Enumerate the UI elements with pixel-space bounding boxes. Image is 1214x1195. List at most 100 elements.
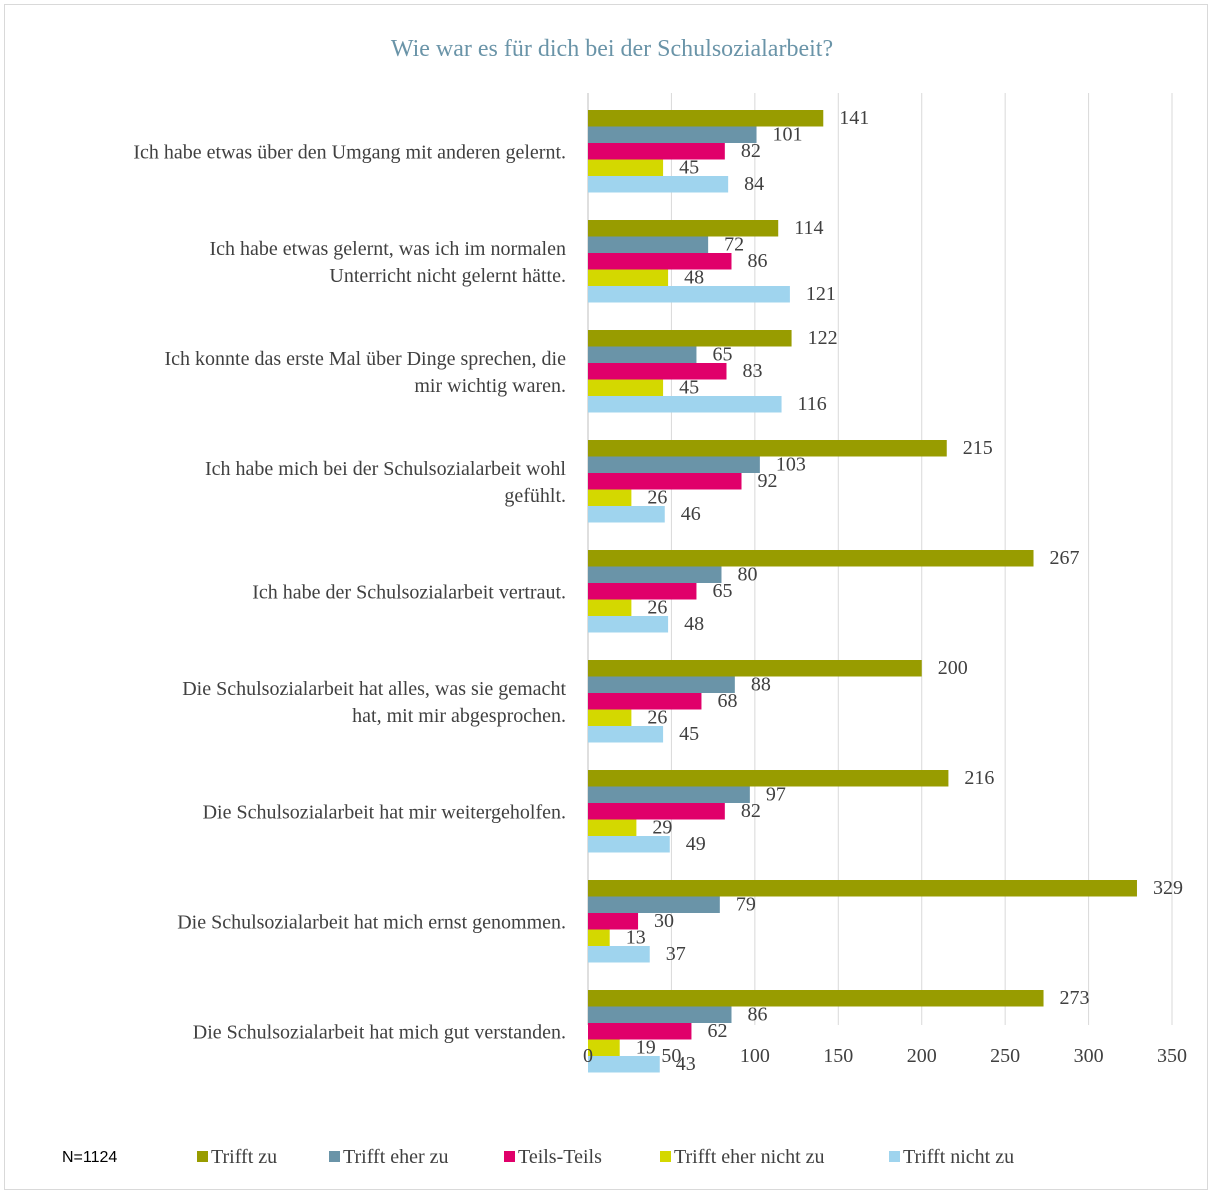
value-label: 82 <box>741 140 761 162</box>
bar <box>588 440 947 457</box>
legend-label: Trifft zu <box>211 1146 277 1168</box>
category-label-line: hat, mit mir abgesprochen. <box>352 705 566 727</box>
bar <box>588 929 610 946</box>
legend-label: Trifft eher nicht zu <box>674 1146 825 1168</box>
bar <box>588 159 664 176</box>
category-label-line: mir wichtig waren. <box>414 375 566 397</box>
category-label-line: Unterricht nicht gelernt hätte. <box>329 265 566 287</box>
value-label: 103 <box>776 454 806 476</box>
gridlines <box>587 93 1173 1025</box>
category-label-line: Ich konnte das erste Mal über Dinge spre… <box>164 348 566 370</box>
value-label: 84 <box>744 173 764 195</box>
legend-label: Trifft eher zu <box>343 1146 449 1168</box>
bar <box>588 566 722 583</box>
value-label: 46 <box>681 503 701 525</box>
value-label: 30 <box>654 910 674 932</box>
value-label: 65 <box>712 344 732 366</box>
bar <box>588 396 782 413</box>
bar <box>588 363 727 380</box>
bar <box>588 550 1034 567</box>
bar <box>588 346 697 363</box>
value-label: 114 <box>794 217 823 239</box>
value-label: 80 <box>737 564 757 586</box>
bar <box>588 880 1137 897</box>
bar <box>588 473 742 490</box>
value-label: 79 <box>736 894 756 916</box>
x-tick-label: 100 <box>740 1045 770 1067</box>
category-label: Die Schulsozialarbeit hat mich ernst gen… <box>177 911 566 933</box>
category-labels: Ich habe etwas über den Umgang mit ander… <box>133 141 566 1043</box>
bar <box>588 220 779 237</box>
bar <box>588 1039 620 1056</box>
bar <box>588 803 725 820</box>
bar <box>588 126 757 143</box>
value-label: 65 <box>712 580 732 602</box>
category-label-line: Die Schulsozialarbeit hat alles, was sie… <box>182 678 566 700</box>
category-label: Die Schulsozialarbeit hat alles, was sie… <box>182 678 566 727</box>
value-label: 82 <box>741 800 761 822</box>
x-tick-label: 200 <box>907 1045 937 1067</box>
x-tick-label: 50 <box>661 1045 681 1067</box>
bar <box>588 176 729 193</box>
value-label: 45 <box>679 377 699 399</box>
bar <box>588 506 665 523</box>
value-label: 97 <box>766 784 786 806</box>
bar <box>588 693 702 710</box>
category-label: Die Schulsozialarbeit hat mir weitergeho… <box>203 801 566 823</box>
bar <box>588 946 650 963</box>
value-label: 68 <box>717 690 737 712</box>
value-label: 116 <box>798 393 827 415</box>
value-label: 26 <box>647 597 667 619</box>
value-label: 83 <box>742 360 762 382</box>
category-label: Ich konnte das erste Mal über Dinge spre… <box>164 348 566 397</box>
bar <box>588 489 632 506</box>
value-label: 216 <box>964 767 994 789</box>
bar <box>588 269 669 286</box>
bar <box>588 143 725 160</box>
value-label: 13 <box>626 927 646 949</box>
category-label: Ich habe etwas gelernt, was ich im norma… <box>209 238 566 287</box>
sample-size-note: N=1124 <box>62 1149 117 1166</box>
category-label-line: Die Schulsozialarbeit hat mir weitergeho… <box>203 801 566 823</box>
value-label: 43 <box>676 1053 696 1075</box>
legend: Trifft zu Trifft eher zu Teils-Teils Trifft… <box>197 1146 1014 1168</box>
value-label: 48 <box>684 613 704 635</box>
bar <box>588 896 720 913</box>
bar <box>588 1023 692 1040</box>
value-label: 267 <box>1050 547 1080 569</box>
category-label: Ich habe der Schulsozialarbeit vertraut. <box>252 581 566 603</box>
value-label: 122 <box>808 327 838 349</box>
bar <box>588 819 637 836</box>
value-label: 48 <box>684 267 704 289</box>
bar <box>588 110 824 127</box>
bar <box>588 599 632 616</box>
value-label: 92 <box>758 470 778 492</box>
category-label-line: Die Schulsozialarbeit hat mich gut verst… <box>193 1021 566 1043</box>
value-label: 49 <box>686 833 706 855</box>
bar <box>588 836 670 853</box>
bars: 1411018245841147286481211226583451162151… <box>588 107 1183 1075</box>
category-label: Die Schulsozialarbeit hat mich gut verst… <box>193 1021 566 1043</box>
value-label: 19 <box>636 1037 656 1059</box>
category-label-line: Ich habe etwas gelernt, was ich im norma… <box>209 238 566 260</box>
category-label-line: gefühlt. <box>504 485 566 507</box>
legend-swatch <box>660 1151 671 1162</box>
bar <box>588 1006 732 1023</box>
category-label: Ich habe mich bei der Schulsozialarbeit … <box>205 458 566 507</box>
legend-label: Trifft nicht zu <box>903 1146 1014 1168</box>
legend-swatch <box>197 1151 208 1162</box>
value-label: 215 <box>963 437 993 459</box>
bar <box>588 913 639 930</box>
value-label: 72 <box>724 234 744 256</box>
x-tick-label: 350 <box>1157 1045 1187 1067</box>
bar <box>588 676 735 693</box>
x-tick-label: 300 <box>1074 1045 1104 1067</box>
bar <box>588 709 632 726</box>
value-label: 101 <box>773 124 803 146</box>
x-tick-label: 250 <box>990 1045 1020 1067</box>
value-label: 86 <box>747 250 767 272</box>
value-label: 273 <box>1060 987 1090 1009</box>
value-label: 37 <box>666 943 686 965</box>
value-label: 29 <box>652 817 672 839</box>
